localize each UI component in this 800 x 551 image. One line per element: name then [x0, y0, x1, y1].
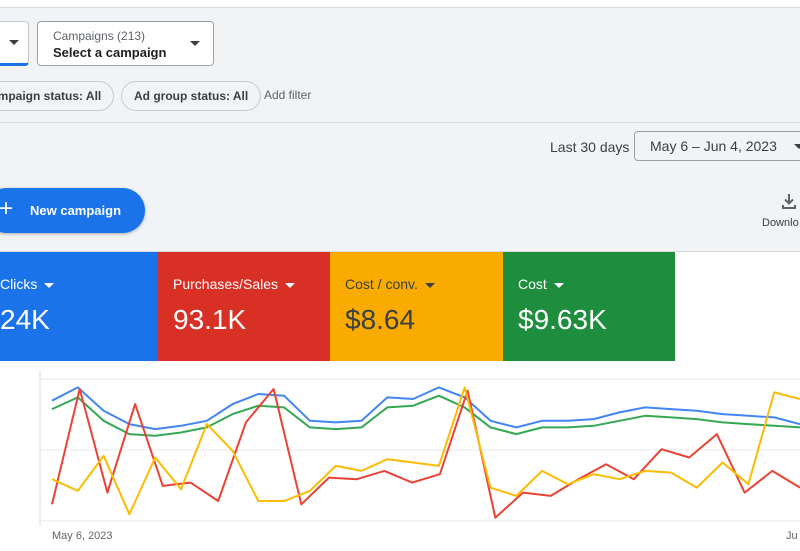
metric-card-name[interactable]: Clicks [0, 276, 55, 292]
chart-series-line-1 [51, 394, 800, 437]
metric-card-name[interactable]: Purchases/Sales [173, 276, 296, 292]
download-icon [782, 194, 796, 209]
campaign-selector-count: Campaigns (213) [53, 29, 146, 43]
chevron-down-icon [9, 40, 19, 45]
caret-down-icon [44, 282, 55, 288]
chevron-down-icon [794, 144, 800, 149]
metric-card-empty-slot [675, 252, 800, 361]
caret-down-icon [285, 282, 296, 288]
chart-series-line-2 [51, 388, 800, 519]
new-campaign-button[interactable]: + New campaign [0, 188, 145, 233]
caret-down-icon [553, 282, 564, 288]
campaign-selector[interactable]: Campaigns (213) Select a campaign [37, 21, 214, 66]
campaign-selector-value: Select a campaign [53, 45, 167, 60]
metric-name: Purchases/Sales [173, 276, 279, 292]
metric-value: $9.63K [518, 304, 607, 335]
x-axis-label-end: Ju [786, 530, 798, 542]
date-preset-label: Last 30 days [550, 139, 630, 155]
metric-card-purchases[interactable]: Purchases/Sales 93.1K [158, 252, 330, 361]
date-range-picker[interactable]: May 6 – Jun 4, 2023 [634, 131, 800, 161]
new-campaign-label: New campaign [30, 203, 122, 218]
performance-chart-svg [39, 371, 800, 526]
caret-down-icon [424, 282, 435, 288]
metric-name: Cost / conv. [345, 276, 418, 292]
x-axis-label-start: May 6, 2023 [52, 530, 113, 542]
metric-name: Cost [518, 276, 547, 292]
chevron-down-icon [190, 41, 200, 46]
metric-card-clicks[interactable]: Clicks 24K [0, 252, 158, 361]
divider [0, 251, 800, 252]
metric-card-cost-per-conv[interactable]: Cost / conv. $8.64 [330, 252, 503, 361]
chart-series-line-3 [51, 386, 800, 516]
metric-card-cost[interactable]: Cost $9.63K [503, 252, 675, 361]
chart-series-line-0 [51, 386, 800, 431]
divider [0, 122, 800, 123]
view-selector[interactable] [0, 21, 29, 66]
download-label: Downlo [762, 217, 799, 229]
metric-card-name[interactable]: Cost / conv. [345, 276, 435, 292]
metric-value: $8.64 [345, 304, 416, 335]
filter-chip-ad-group-status[interactable]: Ad group status: All [121, 81, 262, 111]
performance-chart [0, 361, 800, 551]
metric-card-name[interactable]: Cost [518, 276, 564, 292]
date-range-value: May 6 – Jun 4, 2023 [650, 138, 777, 154]
metric-name: Clicks [0, 276, 38, 292]
filter-chip-campaign-status[interactable]: ampaign status: All [0, 81, 115, 111]
metric-value: 24K [0, 304, 50, 335]
add-filter-link[interactable]: Add filter [264, 88, 312, 102]
plus-icon: + [0, 195, 14, 222]
metric-value: 93.1K [173, 304, 247, 335]
top-toolbar [0, 0, 800, 8]
